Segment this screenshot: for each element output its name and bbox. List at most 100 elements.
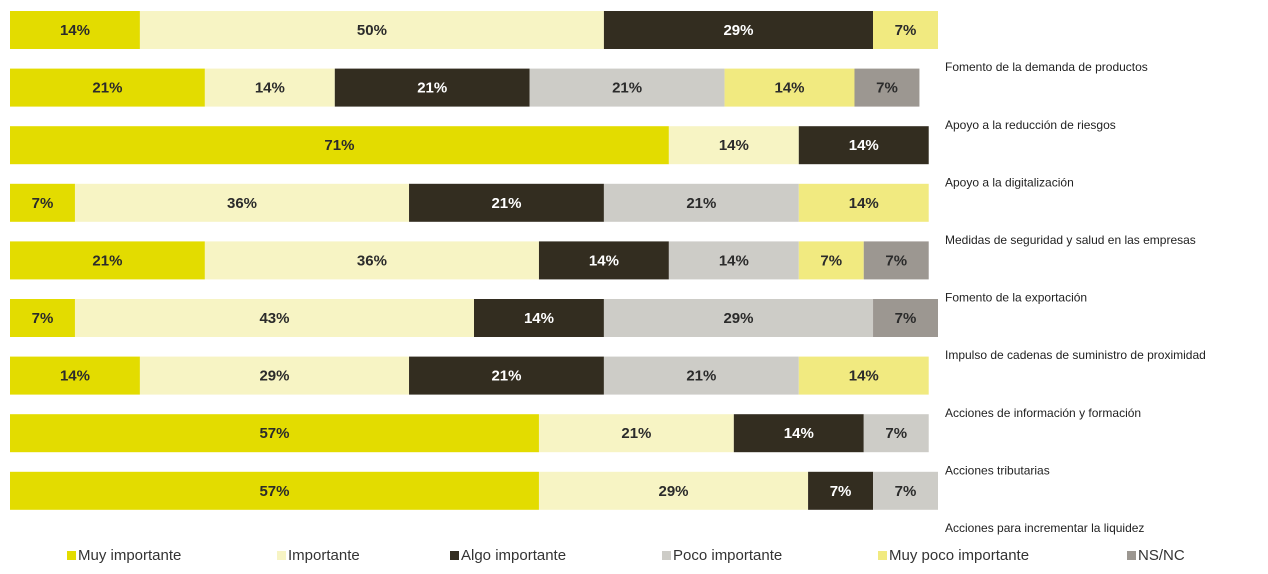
value-label: 21% [612,80,642,97]
value-label: 14% [524,310,554,327]
bar-segment [204,68,335,107]
legend-swatch [450,551,459,560]
legend-label: Muy importante [78,547,181,564]
value-label: 14% [849,195,879,212]
bar-segment [538,414,734,453]
value-label: 14% [849,368,879,385]
bar-segment [863,414,929,453]
bar-segment [10,414,539,453]
bar-segment [10,241,205,280]
legend-label: NS/NC [1138,547,1185,564]
value-label: 29% [723,310,753,327]
legend-label: Poco importante [673,547,782,564]
category-label: Acciones para incrementar la liquidez [945,521,1144,535]
value-label: 14% [255,80,285,97]
bar-segment [10,126,669,165]
value-label: 21% [417,80,447,97]
category-label: Acciones de información y formación [945,406,1141,420]
value-label: 21% [491,195,521,212]
bar-segment [74,299,475,337]
category-label: Apoyo a la reducción de riesgos [945,118,1116,132]
bar-segment [10,68,205,107]
bar-segment [854,68,920,107]
bar-segment [10,11,140,49]
value-label: 14% [589,252,619,269]
value-label: 14% [719,137,749,154]
bar-segment [10,471,539,510]
bar-segment [873,471,938,510]
legend-swatch [1127,551,1136,560]
value-label: 14% [60,368,90,385]
legend-swatch [67,551,76,560]
value-label: 21% [686,195,716,212]
category-label: Medidas de seguridad y salud en las empr… [945,233,1196,247]
bar-segment [798,126,929,165]
value-label: 29% [723,22,753,39]
bar-segment [798,241,864,280]
value-label: 7% [895,22,917,39]
value-label: 14% [775,80,805,97]
value-label: 71% [324,137,354,154]
bar-segment [668,126,799,165]
category-label: Acciones tributarias [945,463,1050,477]
legend-swatch [878,551,887,560]
bar-segment [724,68,855,107]
value-label: 7% [885,252,907,269]
value-label: 7% [876,80,898,97]
bar-segment [409,356,604,395]
bar-segment [603,299,874,337]
value-label: 36% [227,195,257,212]
value-label: 21% [92,80,122,97]
value-label: 7% [895,310,917,327]
value-label: 7% [895,483,917,500]
category-label: Apoyo a la digitalización [945,175,1074,189]
value-label: 29% [259,368,289,385]
bar-segment [733,414,864,453]
bar-segment [798,183,929,222]
bar-segment [529,68,725,107]
value-label: 21% [621,425,651,442]
value-label: 21% [92,252,122,269]
value-label: 7% [820,252,842,269]
bar-segment [863,241,929,280]
value-label: 14% [784,425,814,442]
value-label: 14% [60,22,90,39]
bar-segment [10,356,140,395]
value-label: 14% [849,137,879,154]
value-label: 7% [885,425,907,442]
value-label: 36% [357,252,387,269]
value-label: 7% [32,195,54,212]
bar-segment [538,471,809,510]
legend-swatch [662,551,671,560]
category-label: Impulso de cadenas de suministro de prox… [945,348,1206,362]
bar-segment [139,356,410,395]
legend-swatch [277,551,286,560]
bar-segment [668,241,799,280]
bar-segment [603,183,799,222]
bar-segment [603,11,874,49]
bar-segment [474,299,604,337]
value-label: 14% [719,252,749,269]
bar-segment [139,11,604,49]
value-label: 21% [686,368,716,385]
value-label: 7% [830,483,852,500]
value-label: 57% [259,483,289,500]
bar-segment [409,183,604,222]
bar-segment [873,299,938,337]
bar-segment [873,11,938,49]
bar-segment [10,183,75,222]
value-label: 29% [659,483,689,500]
bar-segment [538,241,669,280]
legend-label: Importante [288,547,360,564]
value-label: 57% [259,425,289,442]
bar-segment [204,241,539,280]
legend-label: Algo importante [461,547,566,564]
bar-segment [74,183,410,222]
value-label: 21% [491,368,521,385]
value-label: 7% [32,310,54,327]
bar-segment [808,471,874,510]
bar-segment [10,299,75,337]
legend-label: Muy poco importante [889,547,1029,564]
value-label: 43% [259,310,289,327]
